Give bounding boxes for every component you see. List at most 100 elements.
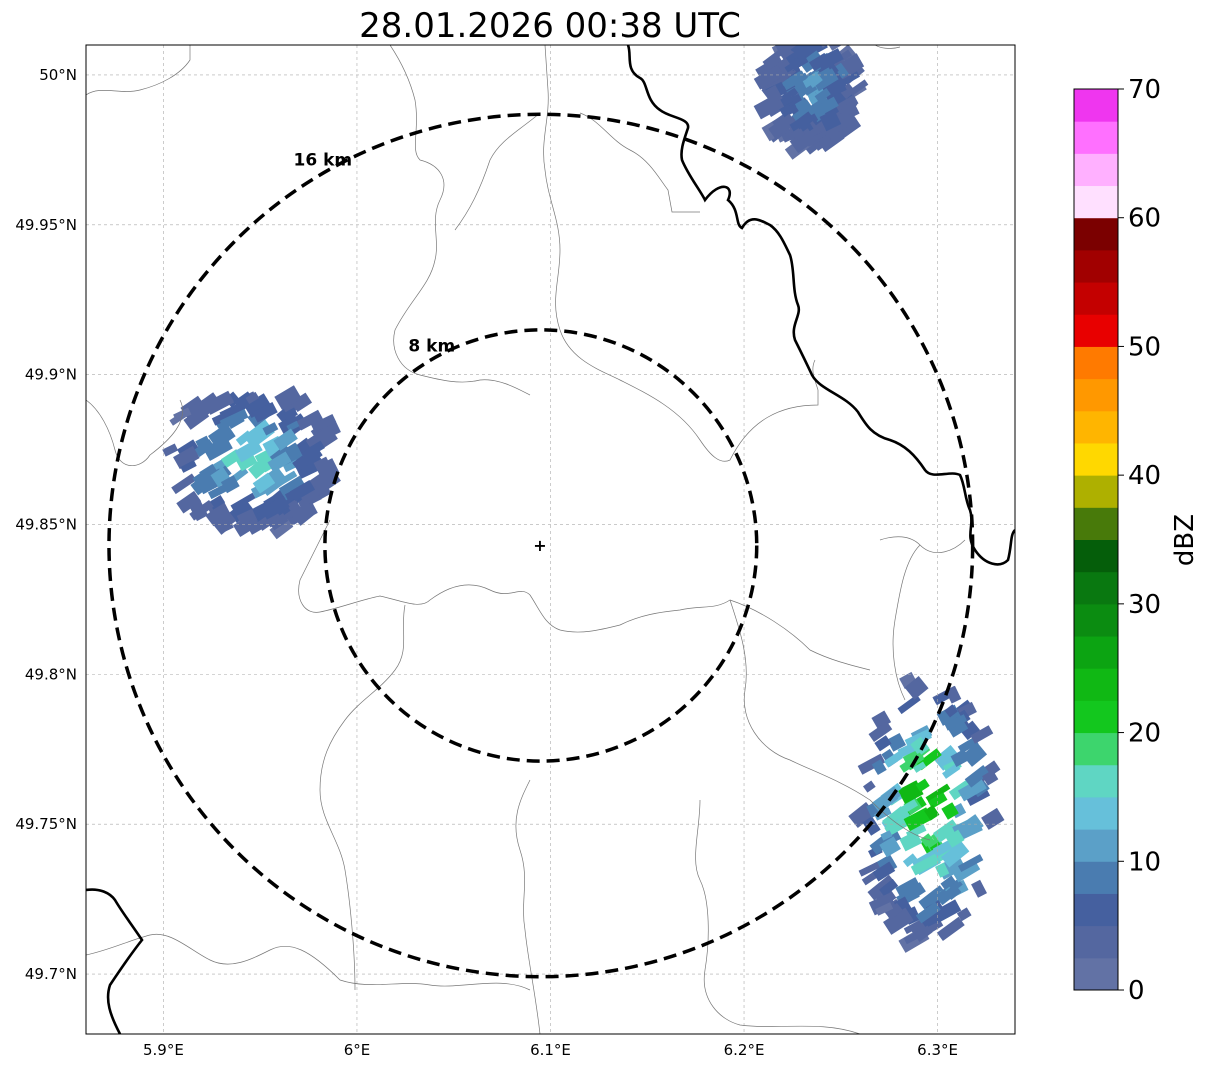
echo-gate bbox=[868, 721, 893, 743]
colorbar-segment bbox=[1074, 217, 1118, 251]
echo-gate bbox=[207, 423, 236, 450]
radar-map[interactable]: 8 km 16 km + bbox=[86, 19, 1015, 1034]
colorbar-segment bbox=[1074, 249, 1118, 283]
echo-gate bbox=[879, 878, 899, 897]
colorbar-tick-label: 10 bbox=[1128, 847, 1161, 877]
colorbar[interactable]: 0 10 20 30 40 50 60 70 bbox=[1073, 75, 1161, 1006]
echo-gate bbox=[230, 492, 256, 511]
echo-gate bbox=[283, 407, 298, 421]
echo-gate bbox=[884, 902, 903, 920]
echo-gate bbox=[942, 763, 961, 779]
echo-gate bbox=[794, 111, 814, 130]
latitude-ticks: 49.7°N 49.75°N 49.8°N 49.85°N 49.9°N 49.95°N 5… bbox=[15, 66, 77, 983]
echo-gate bbox=[874, 807, 892, 821]
echo-gate bbox=[883, 751, 904, 768]
colorbar-segment bbox=[1074, 764, 1118, 798]
echo-gate bbox=[189, 499, 214, 521]
echo-gate bbox=[220, 475, 240, 494]
colorbar-segment bbox=[1074, 796, 1118, 830]
echo-gate bbox=[771, 114, 792, 135]
commune-boundary bbox=[298, 519, 871, 671]
echo-gate bbox=[886, 733, 906, 752]
echo-gate bbox=[245, 391, 260, 405]
map-title: 28.01.2026 00:38 UTC bbox=[359, 6, 741, 46]
range-ring-label: 16 km bbox=[294, 150, 353, 170]
echo-gate bbox=[219, 402, 244, 420]
colorbar-segment bbox=[1074, 442, 1118, 476]
colorbar-segment bbox=[1074, 153, 1118, 187]
range-rings: 8 km 16 km bbox=[107, 112, 975, 979]
echo-gate bbox=[773, 45, 800, 55]
commune-boundary bbox=[86, 399, 183, 466]
lat-tick-label: 49.85°N bbox=[15, 516, 77, 534]
echo-gate bbox=[784, 58, 803, 73]
echo-gate bbox=[805, 71, 823, 88]
colorbar-frame bbox=[1073, 88, 1119, 991]
colorbar-segment bbox=[1074, 829, 1118, 862]
echo-gate bbox=[211, 412, 227, 426]
echo-gate bbox=[839, 83, 856, 100]
echo-gate bbox=[800, 19, 830, 44]
echo-gate bbox=[796, 45, 826, 46]
echo-gate bbox=[927, 792, 948, 809]
colorbar-segment bbox=[1074, 957, 1118, 991]
colorbar-segment bbox=[1074, 893, 1118, 927]
commune-boundary bbox=[543, 45, 819, 462]
echo-gate bbox=[313, 456, 334, 477]
echo-gate bbox=[792, 45, 820, 61]
echo-gate bbox=[902, 853, 918, 868]
echo-gate bbox=[971, 879, 987, 898]
echo-gate bbox=[219, 509, 237, 528]
echo-gate bbox=[260, 495, 290, 520]
echo-gate bbox=[789, 128, 817, 154]
commune-boundary bbox=[579, 112, 700, 213]
lon-tick-label: 6.3°E bbox=[917, 1041, 958, 1059]
colorbar-tick-label: 40 bbox=[1128, 461, 1161, 491]
longitude-ticks: 5.9°E 6°E 6.1°E 6.2°E 6.3°E bbox=[143, 1041, 958, 1059]
echo-gate bbox=[819, 109, 842, 132]
colorbar-tick-label: 60 bbox=[1128, 204, 1161, 234]
echo-gate bbox=[212, 516, 230, 535]
echo-gate bbox=[795, 99, 812, 114]
lat-tick-label: 49.95°N bbox=[15, 216, 77, 234]
echo-gate bbox=[814, 88, 831, 103]
echo-gate bbox=[816, 48, 844, 71]
echo-gate bbox=[818, 134, 834, 149]
echo-gate bbox=[816, 45, 845, 48]
echo-gate bbox=[857, 753, 886, 775]
echo-gate bbox=[957, 736, 979, 754]
echo-gate bbox=[753, 64, 784, 90]
echo-gate bbox=[234, 438, 263, 463]
echo-gate bbox=[941, 802, 959, 820]
echo-gate bbox=[897, 694, 921, 715]
echo-gate bbox=[173, 445, 200, 470]
echo-gate bbox=[940, 875, 957, 890]
echo-gate bbox=[862, 780, 876, 793]
lon-tick-label: 6°E bbox=[344, 1041, 371, 1059]
colorbar-tick-label: 20 bbox=[1128, 719, 1161, 749]
echo-gate bbox=[905, 824, 927, 839]
echo-gate bbox=[310, 413, 337, 433]
range-ring-16km bbox=[107, 112, 975, 979]
colorbar-tick-label: 30 bbox=[1128, 590, 1161, 620]
echo-gate bbox=[871, 759, 887, 776]
colorbar-segment bbox=[1074, 636, 1118, 669]
echo-gate bbox=[935, 862, 950, 878]
echo-gate bbox=[162, 443, 179, 457]
echo-gate bbox=[786, 93, 802, 107]
colorbar-tick-label: 70 bbox=[1128, 75, 1161, 105]
echo-gate bbox=[957, 854, 984, 873]
echo-gate bbox=[301, 448, 322, 469]
echo-gate bbox=[899, 830, 923, 852]
commune-boundary bbox=[319, 604, 406, 991]
echo-gate bbox=[783, 72, 809, 91]
echo-gate bbox=[274, 385, 302, 410]
radar-site[interactable]: + bbox=[533, 536, 546, 555]
colorbar-segment bbox=[1074, 925, 1118, 959]
echo-gate bbox=[252, 472, 276, 494]
echo-gate bbox=[957, 777, 987, 802]
colorbar-segment bbox=[1074, 314, 1118, 347]
echo-gate bbox=[829, 109, 856, 134]
echo-gate bbox=[982, 769, 999, 786]
